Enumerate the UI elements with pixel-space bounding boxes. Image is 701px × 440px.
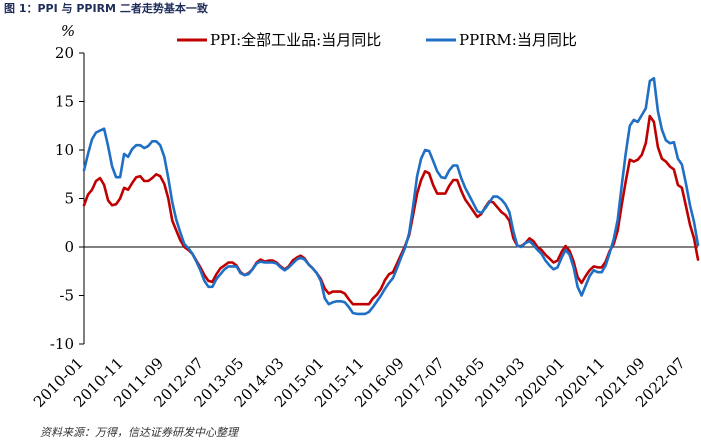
axes: 20151050-5-10%2010-012010-112011-092012-… [30, 22, 698, 411]
y-tick-label: 5 [64, 190, 74, 208]
legend-label: PPI:全部工业品:当月同比 [210, 31, 381, 49]
y-tick-label: 0 [64, 238, 74, 256]
y-tick-label: -5 [59, 287, 74, 305]
y-tick-label: 10 [55, 141, 74, 159]
y-axis-unit-label: % [61, 22, 75, 40]
series-line-ppi [82, 114, 700, 306]
y-tick-label: -10 [50, 335, 74, 353]
series-line-ppirm [82, 76, 700, 316]
source-note: 资料来源：万得，信达证券研发中心整理 [40, 426, 238, 439]
figure-caption: 图 1：PPI 与 PPIRM 二者走势基本一致 [4, 2, 208, 15]
y-tick-label: 15 [55, 93, 74, 111]
y-tick-label: 20 [55, 44, 74, 62]
legend-label: PPIRM:当月同比 [459, 31, 577, 49]
legend: PPI:全部工业品:当月同比 PPIRM:当月同比 [177, 31, 577, 49]
series-lines [82, 76, 700, 316]
